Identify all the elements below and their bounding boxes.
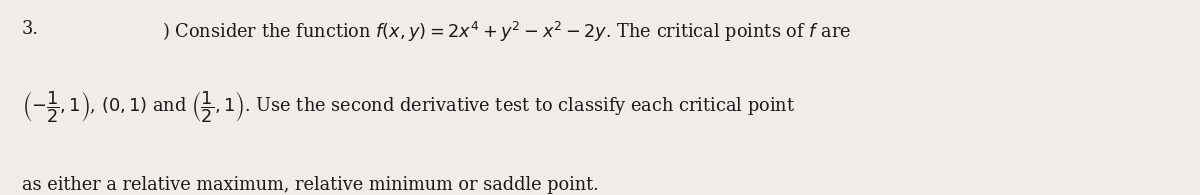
Text: as either a relative maximum, relative minimum or saddle point.: as either a relative maximum, relative m… [22,176,599,193]
Text: 3.: 3. [22,20,38,37]
Text: $\left(-\dfrac{1}{2}, 1\right)$, $(0, 1)$ and $\left(\dfrac{1}{2}, 1\right)$. Us: $\left(-\dfrac{1}{2}, 1\right)$, $(0, 1)… [22,90,794,125]
Text: ) Consider the function $f(x, y) = 2x^4 + y^2 - x^2 - 2y$. The critical points o: ) Consider the function $f(x, y) = 2x^4 … [162,20,851,44]
